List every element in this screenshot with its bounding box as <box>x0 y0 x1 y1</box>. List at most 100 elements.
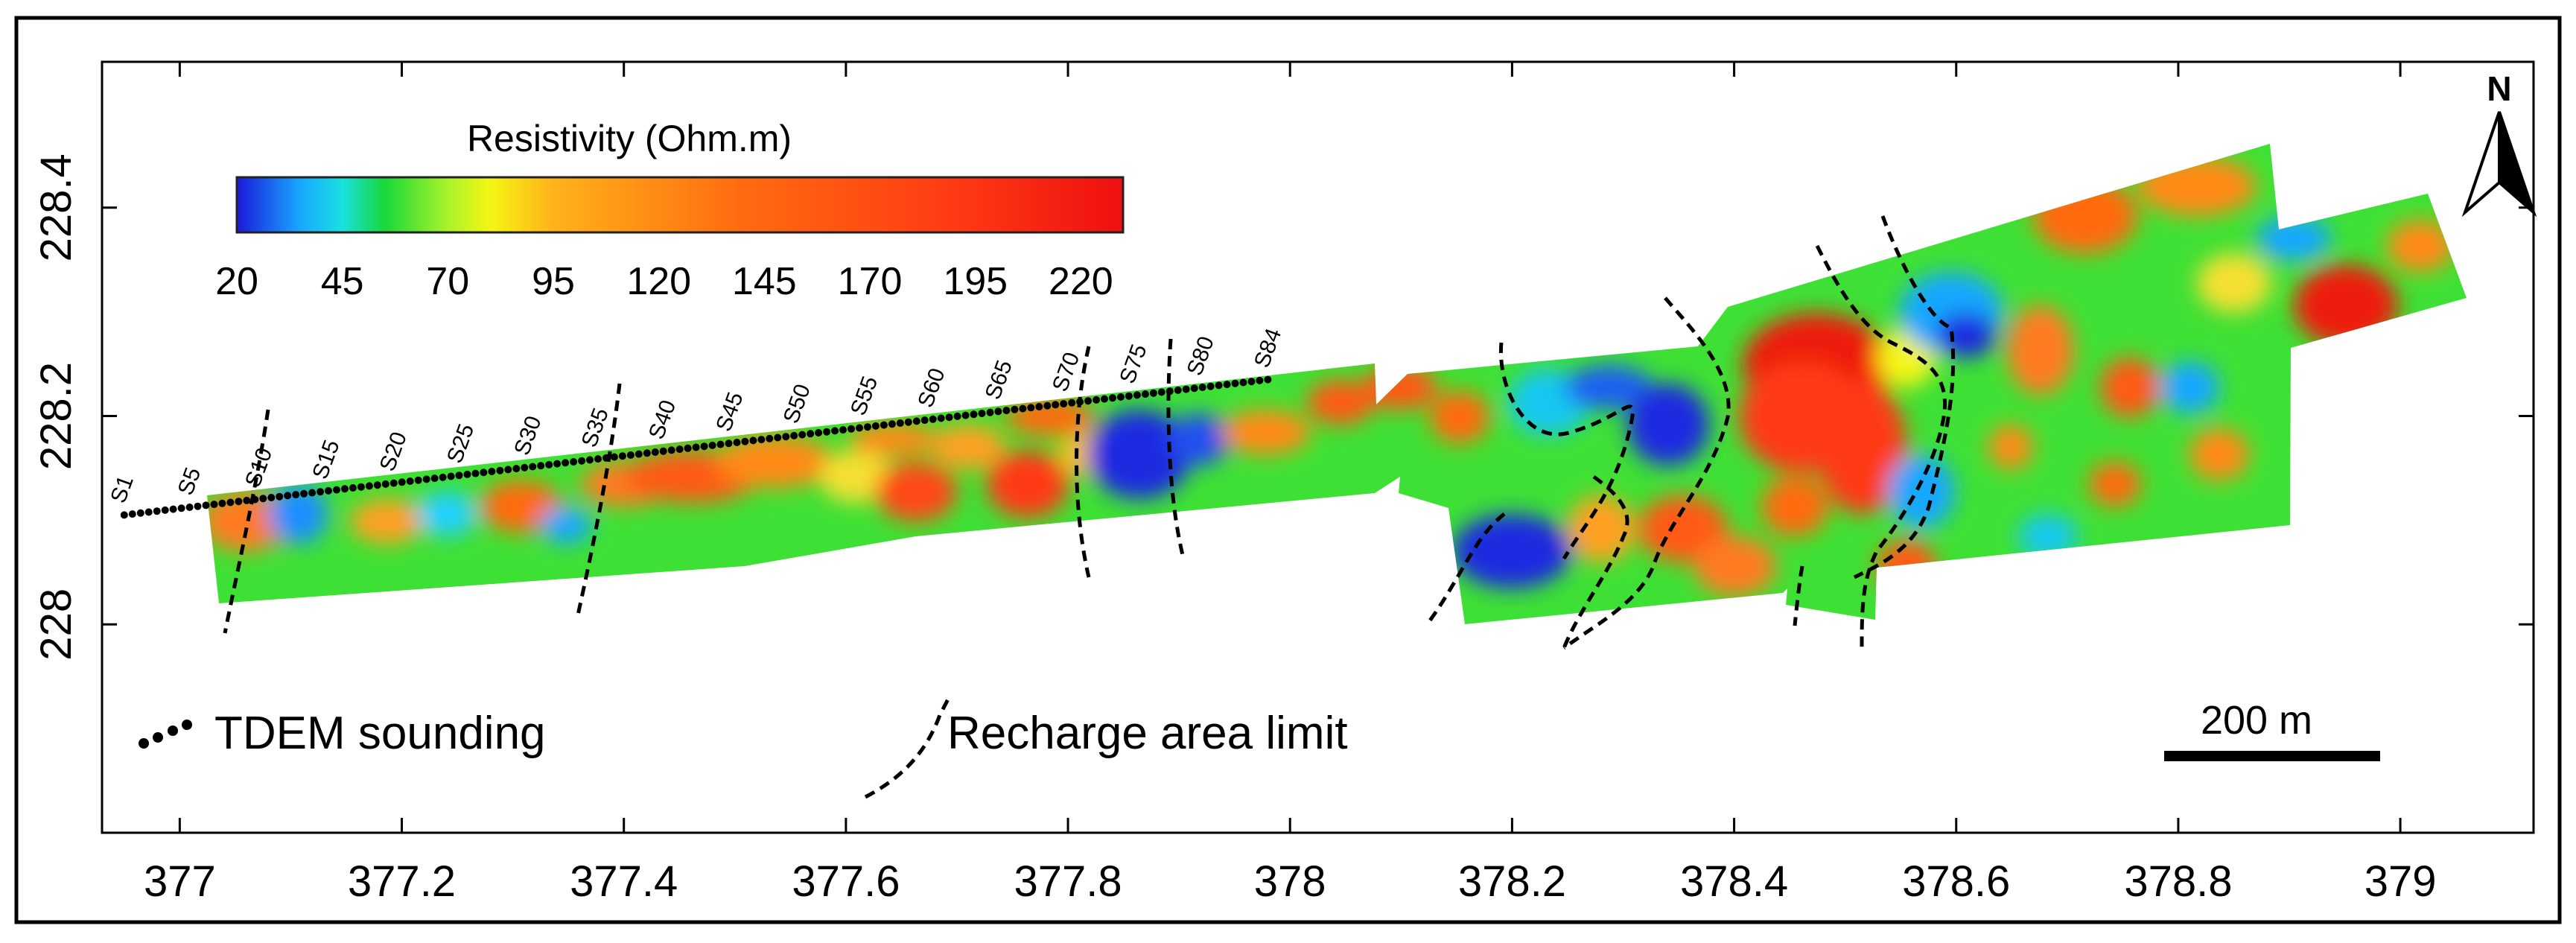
sounding-dot <box>333 486 340 494</box>
sounding-dot <box>463 470 471 478</box>
sounding-dot <box>414 476 422 484</box>
sounding-dot <box>1256 376 1264 384</box>
sounding-dot <box>471 469 480 477</box>
sounding-dot <box>847 425 855 433</box>
y-tick-label: 228.2 <box>32 362 80 470</box>
colorbar: Resistivity (Ohm.m) 20 45 70 95 120 145 170 195… <box>215 118 1125 303</box>
sounding-dot <box>300 489 308 498</box>
sounding-dot <box>521 463 529 472</box>
sounding-dot <box>325 486 332 495</box>
sounding-label: S35 <box>577 404 614 450</box>
sounding-dot <box>251 495 259 504</box>
sounding-dot <box>1190 384 1198 393</box>
sounding-dot <box>1093 396 1101 404</box>
colorbar-tick-label: 220 <box>1049 260 1113 303</box>
sounding-dot <box>766 434 774 442</box>
sounding-dot <box>512 465 521 473</box>
sounding-dot <box>1141 390 1149 399</box>
colorbar-gradient-bar <box>235 176 1125 234</box>
sounding-dot <box>782 433 790 441</box>
colorbar-tick-label: 20 <box>215 260 258 303</box>
recharge-limit-line <box>1853 215 1956 580</box>
sounding-label: S40 <box>644 397 681 442</box>
sounding-dot <box>1043 401 1052 410</box>
sounding-dot <box>276 492 284 501</box>
sounding-dot <box>406 477 414 485</box>
scale-bar: 200 m <box>2164 698 2380 761</box>
sounding-dot <box>1264 375 1272 384</box>
sounding-dot <box>455 472 463 480</box>
y-tick-label: 228 <box>32 588 80 661</box>
sounding-dot <box>422 475 430 483</box>
sounding-dot <box>349 484 357 492</box>
colorbar-tick-labels: 20 45 70 95 120 145 170 195 220 <box>215 260 1113 303</box>
sounding-dot <box>961 411 970 419</box>
sounding-dot <box>757 436 766 444</box>
sounding-dot <box>1247 378 1256 386</box>
sounding-dot <box>537 462 545 470</box>
x-tick-label: 378.8 <box>2124 857 2232 906</box>
sounding-dot <box>1198 384 1206 391</box>
x-tick-label: 377.2 <box>348 857 456 906</box>
sounding-dot <box>1165 387 1174 396</box>
x-tick-label: 377.4 <box>570 857 678 906</box>
sounding-dot <box>937 414 945 422</box>
sounding-dot <box>880 421 888 429</box>
sounding-label: S20 <box>375 429 412 474</box>
sounding-label: S75 <box>1115 341 1151 387</box>
x-tick-label: 379 <box>2364 857 2437 906</box>
sounding-dot <box>1060 400 1068 408</box>
recharge-limits <box>223 215 1956 653</box>
sounding-dot <box>1109 394 1116 402</box>
sounding-label: S5 <box>174 464 206 498</box>
x-tick-label: 378.6 <box>1902 857 2010 906</box>
colorbar-tick-label: 170 <box>838 260 903 303</box>
sounding-dot <box>929 415 937 423</box>
sounding-dot <box>815 429 823 436</box>
sounding-dot <box>365 482 373 490</box>
colorbar-tick-label: 70 <box>426 260 469 303</box>
sounding-dot <box>871 422 880 430</box>
x-tick-label: 377.8 <box>1014 857 1122 906</box>
sounding-dot <box>978 410 986 417</box>
sounding-dot <box>1133 391 1141 399</box>
sounding-dot <box>594 455 602 463</box>
sounding-dot <box>986 408 994 416</box>
sounding-dot <box>1002 407 1011 415</box>
scale-bar-line <box>2164 751 2380 761</box>
recharge-limit-line <box>1793 565 1804 626</box>
legend: TDEM sounding Recharge area limit <box>139 695 1348 799</box>
sounding-dot <box>684 444 692 452</box>
sounding-dot <box>1035 403 1043 410</box>
sounding-dot <box>798 431 807 439</box>
sounding-label: S50 <box>779 381 815 426</box>
sounding-label: S1 <box>106 472 139 507</box>
sounding-dot <box>790 431 798 439</box>
sounding-dot <box>831 427 839 435</box>
sounding-dot <box>920 416 929 425</box>
sounding-dot <box>161 506 169 514</box>
north-arrow-icon <box>2461 111 2501 218</box>
sounding-dot <box>570 458 578 466</box>
sounding-dot <box>700 442 708 451</box>
sounding-dot <box>1223 381 1231 389</box>
colorbar-tick-label: 195 <box>943 260 1008 303</box>
sounding-label: S10 <box>241 445 277 490</box>
x-tick-label: 378.2 <box>1458 857 1566 906</box>
sounding-dot <box>243 496 251 504</box>
sounding-dot <box>1011 405 1019 413</box>
sounding-dot <box>586 456 594 464</box>
sounding-dot <box>667 446 675 454</box>
sounding-dot <box>904 418 912 426</box>
sounding-label: S55 <box>846 373 882 419</box>
recharge-limit-line <box>1815 244 1947 653</box>
sounding-dot <box>235 498 243 506</box>
sounding-label: S30 <box>509 413 546 458</box>
sounding-dot <box>1076 398 1084 406</box>
colorbar-title: Resistivity (Ohm.m) <box>467 118 792 159</box>
sounding-dot <box>864 423 871 431</box>
sounding-dot <box>153 507 161 515</box>
sounding-dot <box>774 434 782 442</box>
sounding-dot <box>144 508 153 516</box>
sounding-dot <box>357 483 365 491</box>
